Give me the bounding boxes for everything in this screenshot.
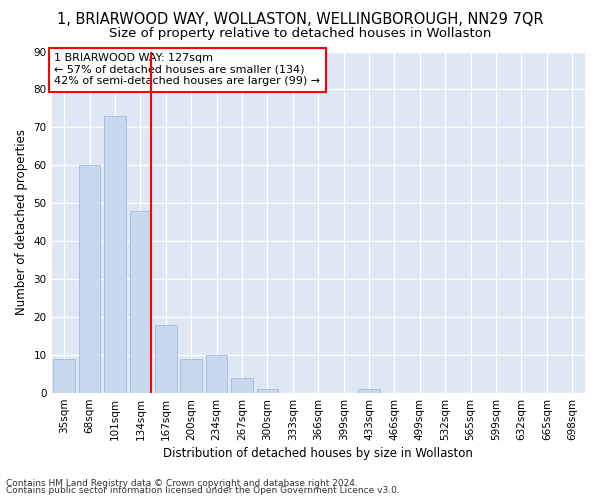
Text: Contains HM Land Registry data © Crown copyright and database right 2024.: Contains HM Land Registry data © Crown c… <box>6 478 358 488</box>
Bar <box>358 390 380 393</box>
Text: Contains public sector information licensed under the Open Government Licence v3: Contains public sector information licen… <box>6 486 400 495</box>
Text: 1, BRIARWOOD WAY, WOLLASTON, WELLINGBOROUGH, NN29 7QR: 1, BRIARWOOD WAY, WOLLASTON, WELLINGBORO… <box>56 12 544 28</box>
Bar <box>231 378 253 393</box>
Y-axis label: Number of detached properties: Number of detached properties <box>15 130 28 316</box>
Bar <box>257 390 278 393</box>
Bar <box>206 355 227 393</box>
Text: Size of property relative to detached houses in Wollaston: Size of property relative to detached ho… <box>109 28 491 40</box>
Bar <box>104 116 126 393</box>
Text: 1 BRIARWOOD WAY: 127sqm
← 57% of detached houses are smaller (134)
42% of semi-d: 1 BRIARWOOD WAY: 127sqm ← 57% of detache… <box>54 53 320 86</box>
Bar <box>130 211 151 393</box>
Bar <box>155 325 176 393</box>
X-axis label: Distribution of detached houses by size in Wollaston: Distribution of detached houses by size … <box>163 447 473 460</box>
Bar <box>79 166 100 393</box>
Bar <box>181 359 202 393</box>
Bar <box>53 359 75 393</box>
